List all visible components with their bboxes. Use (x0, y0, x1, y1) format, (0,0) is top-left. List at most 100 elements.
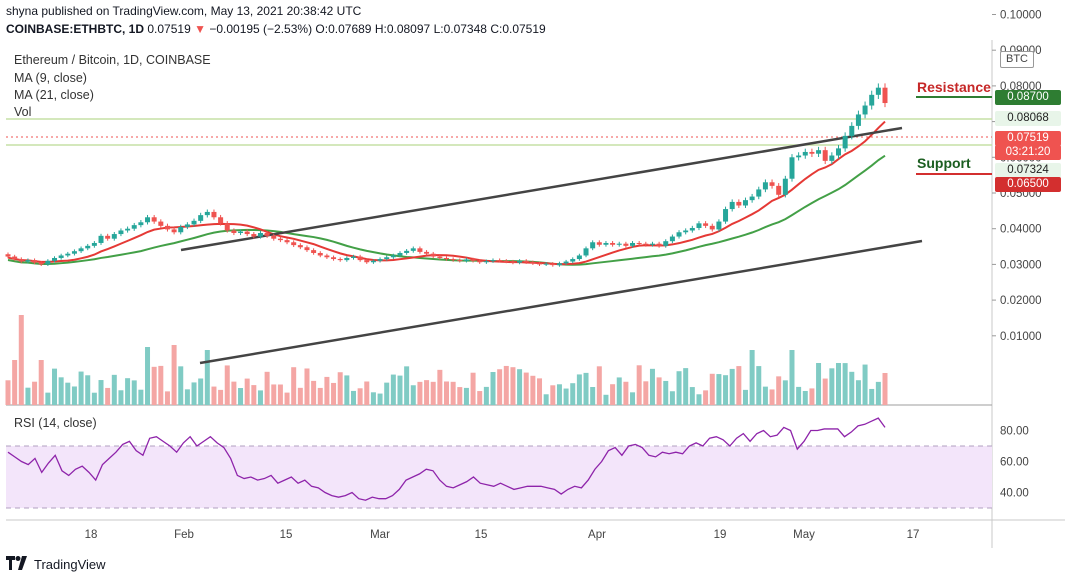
candle-body (211, 211, 217, 218)
candle-body (32, 260, 38, 263)
ma9-line (7, 120, 886, 266)
open-value: 0.07689 (328, 22, 372, 36)
candle-body (636, 242, 642, 244)
volume-bar (12, 360, 18, 405)
candle-body (550, 263, 556, 266)
volume-bar (875, 381, 881, 405)
candle-body (849, 125, 855, 136)
candle-body (71, 251, 77, 254)
candle-body (184, 224, 190, 227)
candle-body (590, 242, 596, 249)
volume-bar (822, 378, 828, 405)
volume-bar (145, 347, 151, 405)
volume-bar (829, 368, 835, 405)
candle-body (796, 155, 802, 158)
candle-body (756, 189, 762, 197)
volume-bar (709, 373, 715, 405)
tradingview-brand[interactable]: TradingView (34, 557, 106, 572)
candle-body (271, 235, 277, 239)
candle-body (244, 231, 250, 235)
candle-body (556, 263, 562, 266)
volume-bar (703, 390, 709, 405)
candle-body (111, 234, 117, 239)
candle-body (118, 230, 124, 235)
volume-bar (98, 380, 104, 405)
candle-body (297, 245, 303, 248)
volume-bar (384, 382, 390, 405)
volume-bar (809, 388, 815, 405)
candle-body (517, 260, 523, 263)
volume-bar (32, 381, 38, 405)
candle-body (424, 251, 430, 254)
candle-body (450, 259, 456, 261)
volume-bar (164, 391, 170, 405)
volume-bar (537, 378, 543, 405)
volume-bar (816, 363, 822, 405)
candle-body (510, 261, 516, 263)
volume-bar (543, 394, 549, 405)
open-label: O: (315, 22, 329, 36)
high-price-label: 0.08068 (995, 111, 1061, 126)
candle-body (164, 225, 170, 230)
high-value: 0.08097 (386, 22, 431, 36)
volume-bar (862, 364, 868, 405)
publish-line: shyna published on TradingView.com, May … (6, 4, 362, 18)
candle-body (649, 243, 655, 245)
candle-body (663, 241, 669, 246)
candle-body (802, 151, 808, 156)
volume-bar (742, 389, 748, 405)
currency-badge[interactable]: BTC (1000, 51, 1034, 68)
candle-body (204, 211, 210, 216)
volume-bar (331, 382, 337, 405)
candle-body (537, 263, 543, 265)
volume-bar (251, 385, 257, 405)
candle-body (430, 253, 436, 257)
volume-bar (749, 350, 755, 405)
candle-body (58, 255, 64, 258)
candle-body (822, 150, 828, 161)
candle-body (65, 253, 71, 256)
candle-body (12, 256, 18, 260)
volume-bar (304, 368, 310, 405)
candle-body (483, 261, 489, 263)
volume-bar (224, 365, 230, 405)
candle-body (696, 223, 702, 228)
volume-bar (257, 390, 263, 405)
volume-bar (842, 363, 848, 405)
candle-body (716, 221, 722, 230)
price-tick-label: 0.10000 (1000, 10, 1042, 22)
candle-body (38, 262, 44, 265)
candle-body (291, 242, 297, 246)
candle-body (131, 225, 137, 229)
candle-body (45, 260, 51, 265)
volume-bar (311, 380, 317, 405)
volume-bar (357, 388, 363, 405)
candle-body (350, 256, 356, 258)
candle-body (762, 182, 768, 190)
volume-bar (696, 394, 702, 405)
rsi-band (6, 446, 992, 508)
volume-bar (563, 388, 569, 405)
volume-bar (590, 386, 596, 405)
candle-body (463, 259, 469, 261)
price-tick-label: 0.08000 (1000, 81, 1042, 93)
candle-body (530, 262, 536, 264)
candle-body (437, 256, 443, 258)
candle-body (337, 259, 343, 261)
candle-body (404, 250, 410, 253)
volume-bar (530, 375, 536, 405)
volume-bar (271, 384, 277, 405)
candle-body (656, 243, 662, 246)
volume-bar (869, 388, 875, 405)
price-tick-label: 0.02000 (1000, 295, 1042, 307)
volume-bar (204, 350, 210, 405)
price-tick-label: 0.03000 (1000, 259, 1042, 271)
time-tick-label: 18 (85, 529, 98, 541)
volume-bar (430, 381, 436, 405)
candle-body (357, 256, 363, 261)
ma21-line (7, 154, 886, 266)
candle-body (238, 231, 244, 233)
volume-bar (231, 381, 237, 405)
